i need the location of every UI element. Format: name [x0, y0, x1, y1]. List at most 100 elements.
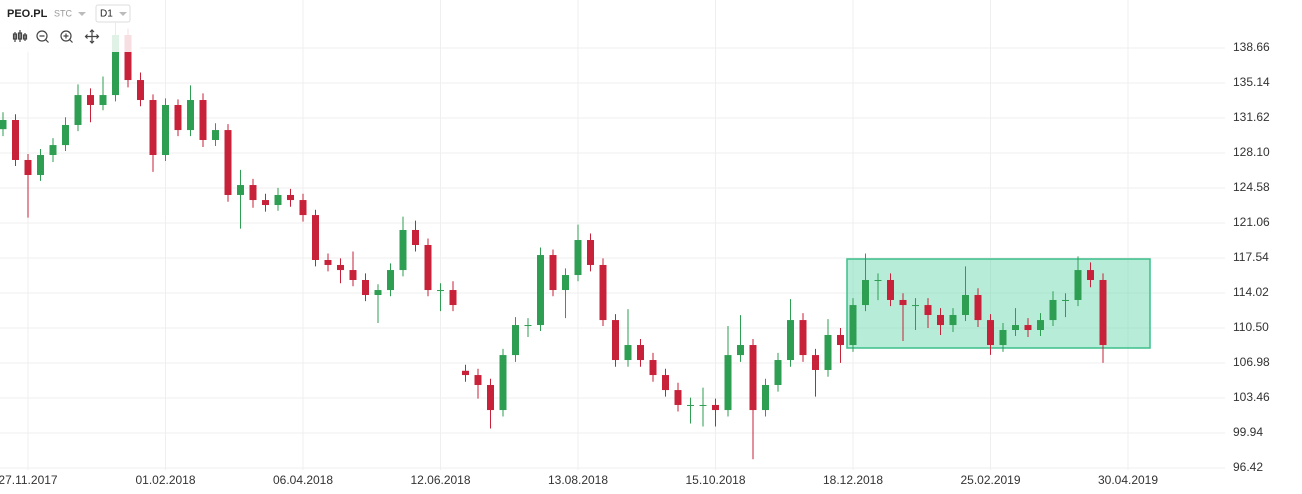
candle-body: [587, 240, 594, 265]
candle-body: [837, 334, 844, 346]
candle-body: [274, 194, 282, 206]
candle-body: [637, 345, 644, 361]
candle-body: [399, 229, 407, 271]
candle-body: [387, 270, 394, 291]
candle-body: [999, 330, 1007, 346]
candle-body: [987, 320, 994, 346]
candle-body: [1024, 325, 1032, 331]
candle-body: [437, 290, 444, 292]
candle-body: [424, 244, 432, 291]
y-tick-label: 114.02: [1233, 285, 1269, 299]
toolbar: [12, 29, 100, 44]
candle-body: [574, 240, 582, 276]
candle-body: [312, 215, 319, 261]
candle-body: [812, 355, 819, 370]
candle-body: [1074, 270, 1082, 300]
zoom-out-button[interactable]: [36, 30, 49, 43]
candle-body: [299, 200, 307, 216]
candle-body: [612, 320, 619, 361]
candle-body: [362, 279, 369, 296]
x-tick-label: 27.11.2017: [0, 473, 58, 487]
x-tick-label: 30.04.2019: [1098, 473, 1158, 487]
candle-body: [924, 305, 932, 315]
candle-body: [12, 120, 19, 160]
candle-body: [87, 95, 94, 105]
candle-body: [599, 264, 607, 321]
y-tick-label: 124.58: [1233, 180, 1270, 194]
candle-body: [1099, 279, 1107, 346]
candle-body: [124, 34, 132, 81]
candle-body: [899, 299, 907, 306]
x-tick-label: 12.06.2018: [410, 473, 470, 487]
zoom-in-button[interactable]: [60, 30, 73, 43]
market[interactable]: STC: [54, 8, 73, 18]
candles: [0, 22, 1107, 460]
candle-body: [712, 404, 719, 411]
candle-body: [212, 130, 219, 140]
interval-select[interactable]: [95, 4, 131, 23]
x-tick-label: 15.10.2018: [685, 473, 745, 487]
candle-body: [749, 345, 757, 411]
symbol: PEO.PL: [7, 8, 48, 20]
candle-body: [224, 130, 232, 195]
candle-body: [674, 390, 682, 405]
y-tick-label: 103.46: [1233, 390, 1270, 404]
y-tick-label: 121.06: [1233, 215, 1270, 229]
candle-body: [0, 120, 7, 130]
y-tick-label: 99.94: [1233, 425, 1263, 439]
candle-body: [974, 295, 982, 321]
candle-body: [724, 355, 732, 411]
candle-body: [62, 124, 69, 146]
candle-body: [99, 95, 107, 105]
candle-body: [1012, 325, 1019, 331]
interval[interactable]: D1: [100, 9, 113, 20]
dropdown-arrow[interactable]: [119, 12, 127, 16]
candle-body: [649, 360, 657, 376]
candle-body: [774, 360, 782, 385]
candle-body: [799, 320, 807, 356]
candle-body: [324, 260, 332, 265]
candle-body: [24, 159, 32, 175]
y-tick-label: 96.42: [1233, 460, 1263, 474]
candle-body: [237, 185, 244, 195]
candle-body: [662, 375, 669, 391]
candle-body: [199, 100, 207, 140]
x-tick-label: 18.12.2018: [823, 473, 883, 487]
dropdown-arrow[interactable]: [78, 12, 86, 16]
candle-body: [137, 80, 144, 101]
candle-body: [737, 345, 744, 356]
candle-body: [162, 104, 169, 156]
candle-body: [849, 305, 857, 346]
candle-body: [249, 185, 257, 201]
candle-body: [962, 295, 969, 315]
candle-body: [149, 100, 157, 156]
candle-body: [937, 314, 944, 326]
candle-body: [74, 95, 82, 125]
y-tick-label: 128.10: [1233, 145, 1270, 159]
candle-body: [874, 279, 882, 281]
candle-body: [824, 334, 832, 370]
candle-body: [549, 255, 557, 291]
x-tick-label: 06.04.2018: [273, 473, 333, 487]
candle-body: [524, 325, 532, 327]
chart-type-button[interactable]: [12, 30, 28, 42]
y-tick-label: 117.54: [1233, 250, 1269, 264]
candle-body: [1087, 270, 1094, 280]
pan-button[interactable]: [84, 29, 100, 44]
candle-body: [287, 194, 294, 201]
candle-body: [912, 305, 919, 307]
candle-body: [112, 34, 119, 96]
candle-body: [174, 104, 182, 131]
candle-body: [762, 384, 769, 411]
candle-body: [412, 229, 419, 245]
candle-body: [499, 355, 507, 411]
y-tick-label: 135.14: [1233, 75, 1270, 89]
y-tick-label: 131.62: [1233, 110, 1270, 124]
x-tick-label: 13.08.2018: [548, 473, 608, 487]
candle-body: [537, 255, 544, 326]
candle-body: [787, 320, 794, 361]
candle-body: [949, 314, 957, 326]
candle-body: [374, 290, 382, 296]
